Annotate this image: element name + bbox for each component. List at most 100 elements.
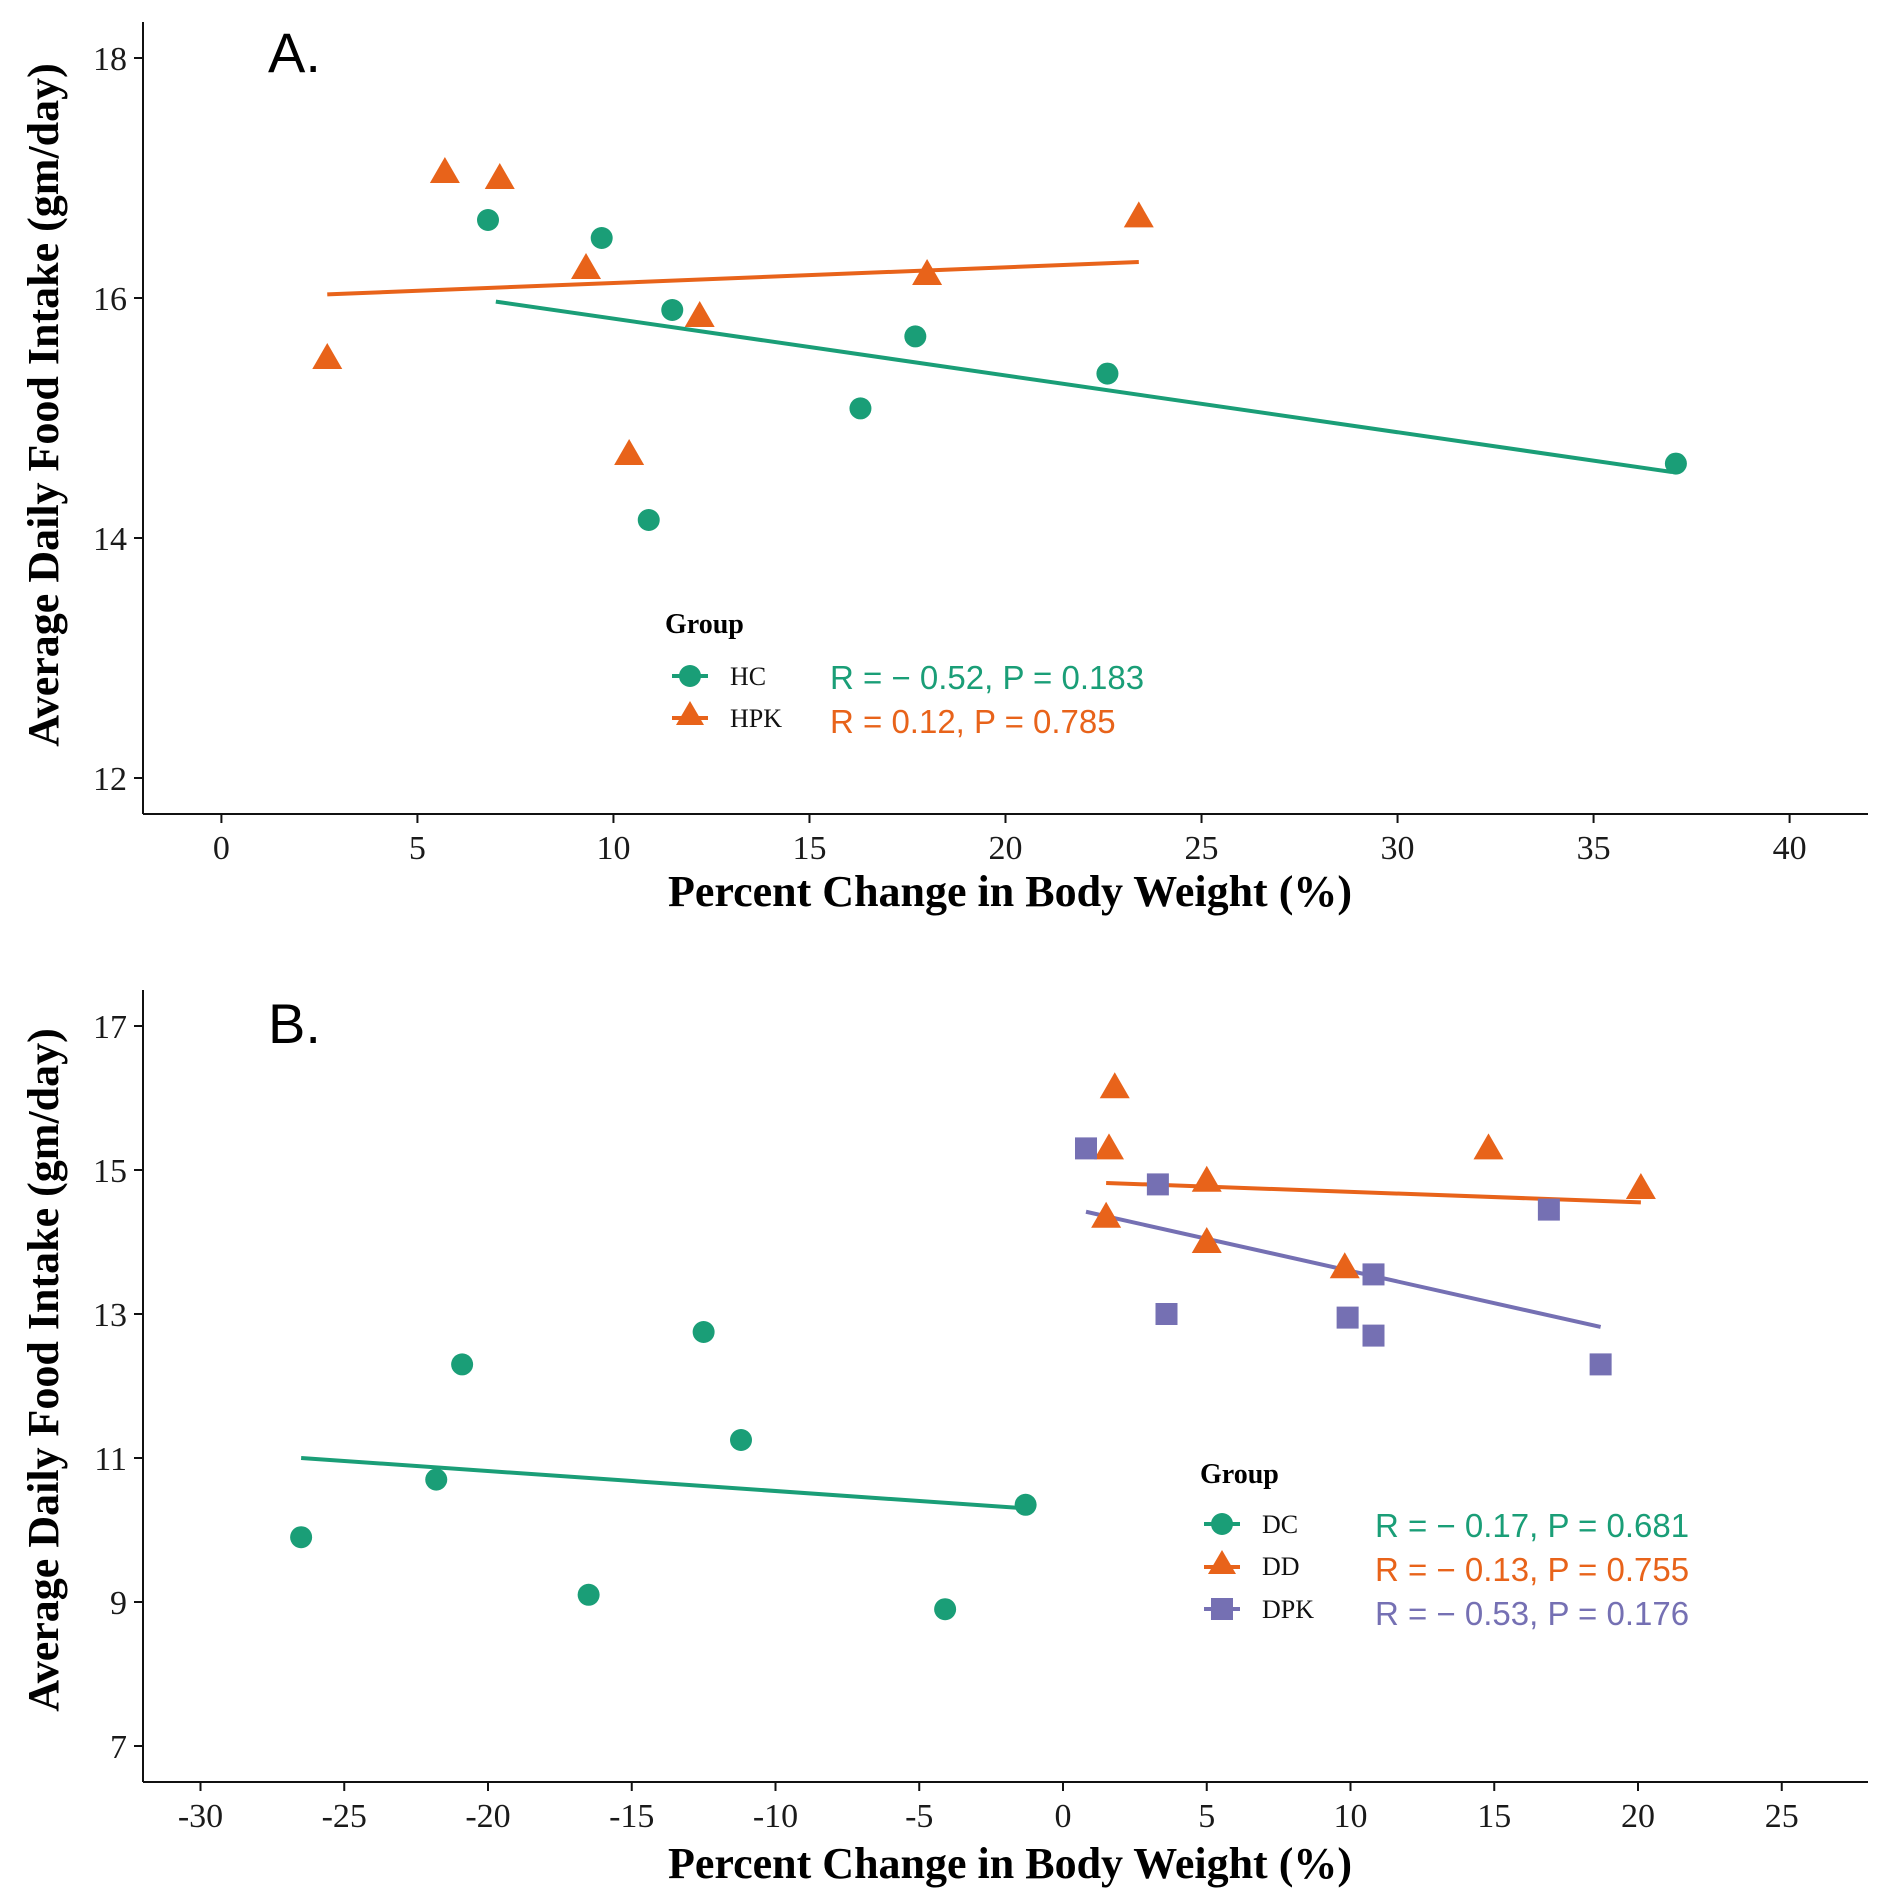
panel-a-label: A. [268,21,321,84]
point-hc [849,397,872,420]
point-hpk [571,253,602,279]
point-dc [577,1583,600,1606]
point-hc [637,509,660,531]
legend-key-hpk [676,701,704,725]
stat-dc: R = − 0.17, P = 0.681 [1375,1507,1689,1544]
legend-entry-dd: DD R = − 0.13, P = 0.755 [1204,1550,1689,1588]
point-dpk [1075,1137,1097,1160]
point-dd [1329,1252,1360,1279]
y-tick-label: 13 [93,1297,127,1334]
x-tick-label: 15 [792,830,826,867]
legend-label-hpk: HPK [730,704,782,733]
y-tick-label: 11 [94,1441,127,1478]
point-dpk [1155,1303,1178,1325]
point-dpk [1362,1263,1385,1286]
x-tick-label: 15 [1477,1798,1511,1835]
x-tick-label: 20 [1621,1798,1655,1835]
point-hc [590,227,613,249]
point-dc [934,1598,957,1621]
stat-dd: R = − 0.13, P = 0.755 [1375,1551,1689,1588]
panel-a-legend-title: Group [665,609,744,640]
panel-b-fit-lines [300,1180,1641,1511]
point-hpk [684,301,715,327]
panel-b-label: B. [268,992,321,1055]
point-dc [290,1526,313,1549]
point-hc [1096,362,1119,385]
point-hc [904,325,927,348]
stat-hpk: R = 0.12, P = 0.785 [830,703,1116,740]
point-dd [1099,1072,1130,1099]
point-dd [1191,1165,1222,1192]
point-dd [1473,1133,1504,1160]
x-tick-label: 40 [1773,830,1807,867]
panel-a-y-axis-title: Average Daily Food Intake (gm/day) [19,63,68,747]
y-tick-label: 16 [93,281,127,318]
x-tick-label: 0 [1055,1798,1072,1835]
point-hpk [312,343,343,369]
legend-key-line-dpk [1204,1607,1240,1611]
legend-label-dpk: DPK [1262,1595,1314,1624]
y-tick-label: 7 [110,1729,127,1766]
x-tick-label: -20 [465,1798,510,1835]
x-tick-label: 5 [1198,1798,1215,1835]
legend-key-line-dd [1204,1565,1240,1569]
point-hpk [912,259,943,285]
y-tick-label: 14 [93,521,127,558]
legend-key-line-hc [672,674,708,678]
point-dpk [1589,1353,1612,1376]
y-tick-label: 18 [93,41,127,78]
x-tick-label: 10 [596,830,630,867]
x-tick-label: -30 [178,1798,223,1835]
legend-label-dd: DD [1262,1552,1300,1581]
point-dd [1094,1133,1124,1160]
point-hc [661,299,684,321]
panel-b-x-axis-title: Percent Change in Body Weight (%) [668,1839,1352,1888]
point-dpk [1537,1198,1560,1221]
y-tick-label: 15 [93,1153,127,1190]
legend-entry-dpk: DPK R = − 0.53, P = 0.176 [1204,1595,1689,1632]
legend-key-dd [1208,1550,1236,1574]
point-hpk [1123,201,1154,228]
point-hpk [484,163,515,189]
panel-b-legend: Group DC R = − 0.17, P = 0.681 DD R = − … [1200,1459,1689,1632]
point-dc [425,1468,448,1491]
y-tick-label: 9 [110,1585,127,1622]
y-tick-label: 17 [93,1009,127,1046]
legend-label-dc: DC [1262,1510,1298,1539]
x-tick-label: 25 [1765,1798,1799,1835]
point-hpk [429,157,460,183]
x-tick-label: 35 [1577,830,1611,867]
point-dd [1625,1173,1656,1199]
point-dd [1191,1227,1222,1253]
x-tick-label: -25 [322,1798,367,1835]
panel-a-points [312,157,1687,531]
y-tick-label: 12 [93,761,127,798]
fit-line-dd [1106,1180,1641,1205]
x-tick-label: 30 [1381,830,1415,867]
point-dd [1091,1201,1122,1228]
panel-a-axes: 0 5 10 15 20 25 30 35 40 12 14 16 18 [93,22,1868,867]
legend-entry-hpk: HPK R = 0.12, P = 0.785 [672,701,1116,740]
panel-b-y-axis-title: Average Daily Food Intake (gm/day) [19,1028,68,1712]
legend-label-hc: HC [730,662,766,691]
fit-line-hpk [327,260,1139,297]
point-dc [692,1321,715,1343]
legend-key-line-hpk [672,716,708,720]
panel-b-legend-title: Group [1200,1459,1279,1490]
panel-a-legend: Group HC R = − 0.52, P = 0.183 HPK R = 0… [665,609,1144,740]
stat-hc: R = − 0.52, P = 0.183 [830,659,1144,696]
x-tick-label: 20 [989,830,1023,867]
x-tick-label: 10 [1334,1798,1368,1835]
fit-line-dc [300,1456,1026,1511]
point-dc [1014,1493,1037,1516]
point-dc [451,1353,474,1376]
point-dpk [1336,1306,1359,1329]
x-tick-label: 25 [1185,830,1219,867]
point-hpk [614,439,645,465]
panel-b-axes: -30 -25 -20 -15 -10 -5 0 5 10 15 20 25 7 9 11 13 15 17 [93,990,1868,1835]
legend-key-line-dc [1204,1522,1240,1526]
legend-entry-dc: DC R = − 0.17, P = 0.681 [1204,1507,1689,1544]
x-tick-label: -15 [609,1798,654,1835]
panel-a: 0 5 10 15 20 25 30 35 40 12 14 16 18 A. Percent Chan… [19,21,1868,916]
